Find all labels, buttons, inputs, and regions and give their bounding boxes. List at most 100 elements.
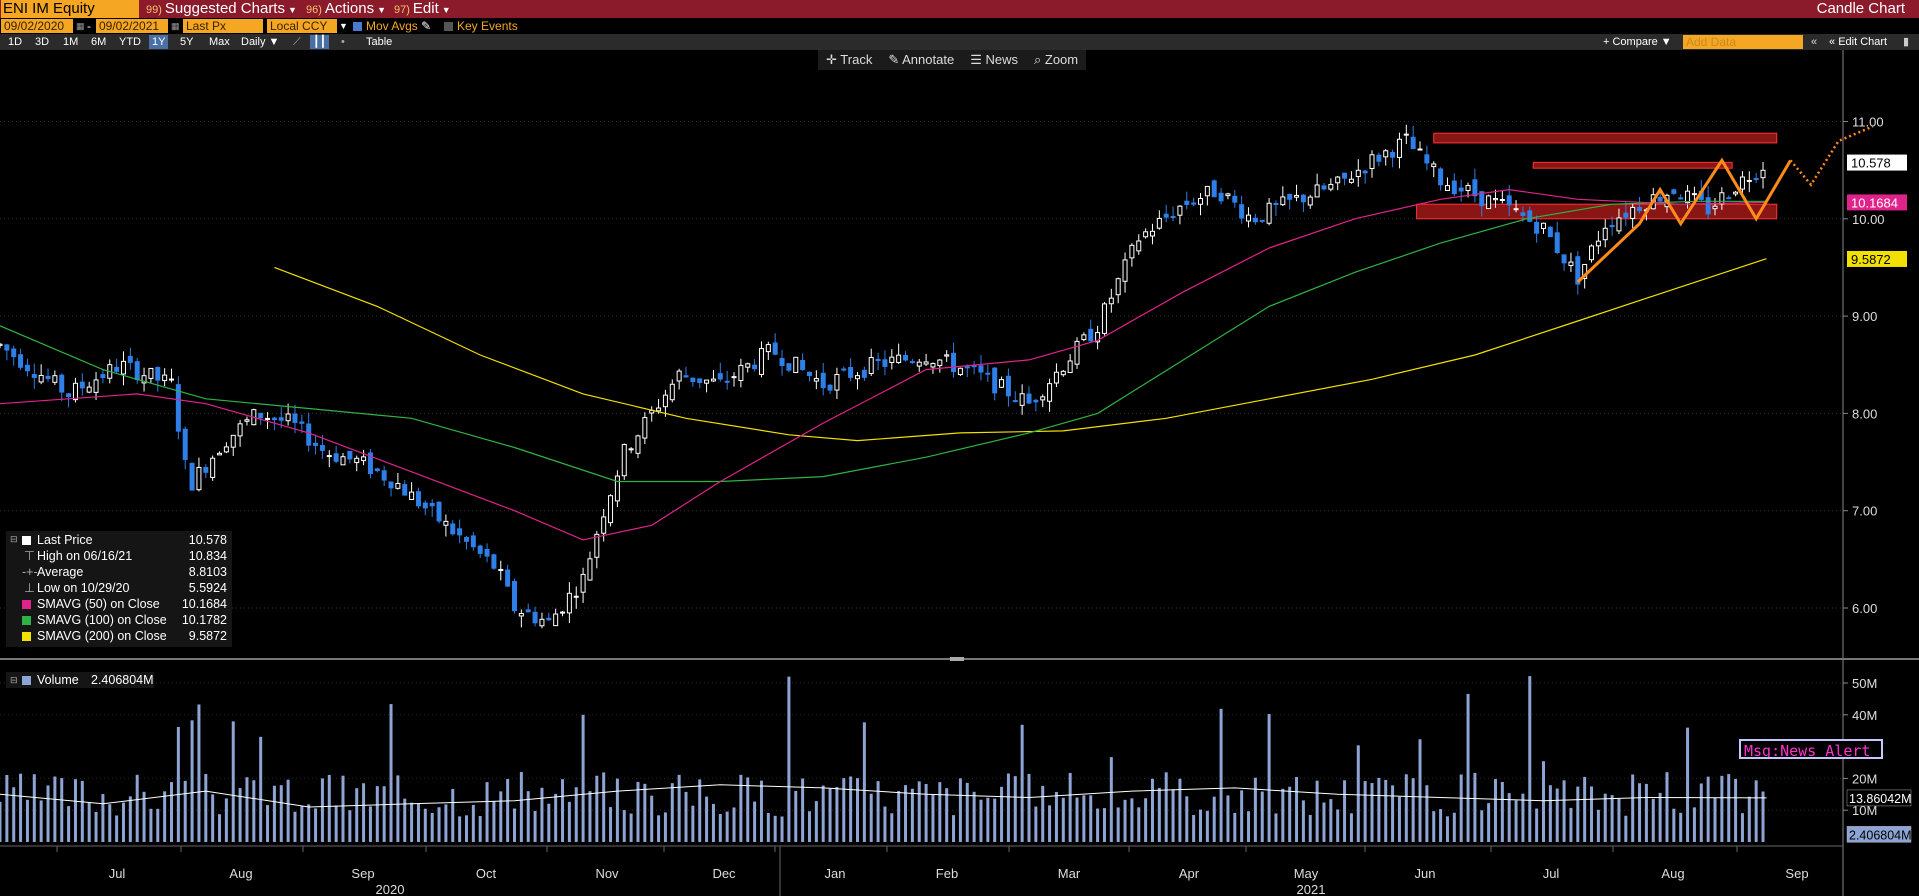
track-button[interactable]: ✛ Track — [826, 52, 873, 67]
edit-menu[interactable]: 97) Edit ▼ — [394, 0, 451, 17]
volume-bars — [0, 676, 1767, 842]
candle-body — [1355, 169, 1361, 177]
volume-legend-value: 2.406804M — [91, 673, 154, 687]
price-field-select[interactable]: Last Px — [183, 19, 263, 33]
calendar-icon[interactable]: ▦ — [171, 21, 180, 31]
candle-body — [1232, 195, 1238, 203]
end-date-field[interactable]: 09/02/2021 — [96, 19, 168, 33]
range-max[interactable]: Max — [209, 36, 230, 48]
compare-button[interactable]: + Compare ▼ — [1603, 36, 1672, 48]
x-month-label: Jan — [825, 866, 846, 881]
panel-toggle-icon[interactable]: ▮ — [1903, 36, 1910, 48]
volume-bar — [1638, 783, 1642, 842]
caret-down-icon[interactable]: ▼ — [339, 21, 348, 31]
range-1d[interactable]: 1D — [8, 36, 23, 48]
volume-bar — [1233, 812, 1237, 842]
volume-bar — [1164, 772, 1168, 842]
volume-bar — [478, 816, 482, 842]
volume-bar — [485, 782, 489, 842]
start-date-field[interactable]: 09/02/2020 — [1, 19, 73, 33]
candle-body — [347, 450, 353, 460]
volume-bar — [1219, 708, 1223, 842]
pencil-icon[interactable]: ✎ — [421, 19, 432, 33]
volume-tag — [1846, 789, 1912, 807]
candle-chart-icon[interactable]: ┃┃ — [310, 35, 330, 49]
axes — [0, 50, 1919, 896]
price-tag — [1847, 250, 1907, 267]
range-1m[interactable]: 1M — [63, 36, 79, 48]
volume-bar — [101, 794, 105, 842]
volume-bar — [375, 786, 379, 842]
collapse-icon[interactable]: « — [1811, 36, 1818, 48]
candle-body — [1726, 197, 1732, 200]
line-chart-icon[interactable]: ⟋ — [293, 36, 301, 48]
candle-body — [306, 423, 312, 446]
candle-body — [1184, 200, 1190, 205]
volume-bar — [135, 774, 139, 842]
volume-bar — [266, 805, 270, 842]
add-data-input[interactable]: Add Data — [1683, 35, 1803, 49]
ticker-field[interactable]: ENI IM Equity — [1, 0, 139, 18]
candle-body — [1239, 204, 1245, 219]
zoom-button[interactable]: ⌕ Zoom — [1033, 52, 1079, 67]
candle-body — [498, 568, 504, 571]
volume-bar — [506, 779, 510, 842]
candle-body — [738, 364, 744, 381]
range-1y[interactable]: 1Y — [149, 35, 169, 49]
candle-body — [1307, 196, 1313, 206]
volume-bar — [1535, 808, 1539, 842]
edit-chart-button[interactable]: « Edit Chart — [1829, 36, 1888, 48]
range-3d[interactable]: 3D — [35, 36, 50, 48]
volume-bar — [1144, 798, 1148, 842]
candle-body — [923, 361, 929, 365]
candle-body — [436, 501, 442, 522]
resistance-zone — [1433, 132, 1778, 144]
candle-body — [162, 374, 168, 382]
candle-body — [1472, 179, 1478, 197]
price-chart[interactable]: 6.00 7.00 8.00 9.00 10.00 11.00 10M 20M 40M 50M Ju… — [0, 50, 1919, 896]
candle-body — [1582, 263, 1588, 279]
volume-bar — [1363, 781, 1367, 842]
candle-body — [1376, 154, 1382, 162]
news-button[interactable]: ☰ News — [970, 52, 1018, 67]
volume-bar — [1295, 777, 1299, 842]
collapse-legend-icon[interactable]: ⊟ — [10, 534, 18, 544]
volume-legend: ⊟ Volume 2.406804M — [6, 672, 154, 688]
legend-swatch — [22, 676, 31, 685]
suggested-charts-menu[interactable]: 99) Suggested Charts ▼ — [146, 0, 297, 17]
pencil-icon: ✎ — [888, 52, 900, 67]
candle-body — [1657, 196, 1663, 202]
range-6m[interactable]: 6M — [91, 36, 107, 48]
range-ytd[interactable]: YTD — [119, 36, 141, 48]
volume-bar — [849, 776, 853, 842]
volume-bar — [403, 798, 407, 842]
volume-bar — [807, 811, 811, 842]
volume-bar — [1274, 813, 1278, 842]
range-5y[interactable]: 5Y — [180, 36, 194, 48]
candle-body — [868, 357, 874, 375]
periodicity-select[interactable]: Daily ▼ — [241, 36, 280, 48]
volume-bar — [1761, 791, 1765, 842]
volume-bar — [1500, 781, 1504, 842]
candle-body — [1246, 214, 1252, 222]
candle-body — [1348, 178, 1354, 183]
candle-body — [909, 361, 915, 364]
mov-avgs-toggle[interactable]: Mov Avgs ✎ — [353, 19, 431, 33]
annotate-button[interactable]: ✎ Annotate — [888, 52, 955, 67]
news-alert[interactable]: Msg:News Alert — [1739, 739, 1883, 759]
candle-body — [0, 343, 3, 346]
currency-select[interactable]: Local CCY — [267, 19, 337, 33]
candle-body — [1225, 193, 1231, 197]
actions-menu[interactable]: 96) Actions ▼ — [306, 0, 387, 17]
calendar-icon[interactable]: ▦ — [76, 21, 85, 31]
more-options-icon[interactable]: • — [341, 36, 345, 48]
volume-bar — [389, 704, 393, 842]
candle-body — [169, 378, 174, 381]
volume-bar — [1061, 797, 1065, 842]
table-button[interactable]: Table — [366, 36, 393, 48]
collapse-legend-icon[interactable]: ⊟ — [10, 675, 18, 685]
key-events-toggle[interactable]: Key Events — [444, 19, 518, 33]
candle-body — [155, 366, 161, 381]
candle-body — [93, 379, 99, 393]
volume-bar — [430, 812, 434, 842]
